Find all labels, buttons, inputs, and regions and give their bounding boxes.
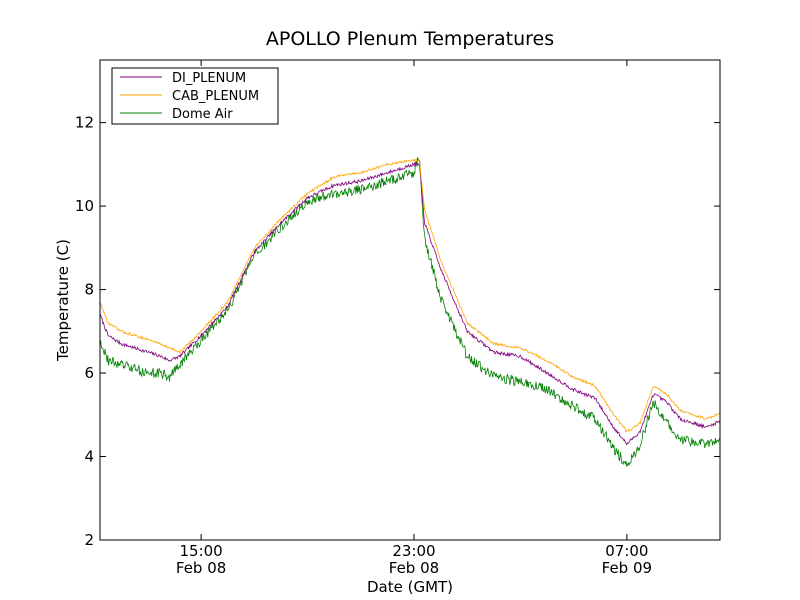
series-line-dome-air: [100, 157, 720, 467]
legend: DI_PLENUM CAB_PLENUM Dome Air: [111, 67, 279, 125]
series-line-cab-plenum: [100, 158, 720, 433]
series-layer: [100, 157, 720, 467]
plot-frame: [99, 59, 721, 541]
legend-label-cab-plenum: CAB_PLENUM: [172, 89, 259, 104]
x-tick-time-label: 23:00: [392, 542, 435, 560]
x-tick-date-label: Feb 08: [176, 559, 226, 577]
legend-label-dome-air: Dome Air: [172, 107, 233, 122]
y-tick-label: 12: [75, 114, 94, 132]
chart-title: APOLLO Plenum Temperatures: [266, 28, 554, 50]
y-tick-label: 4: [84, 448, 94, 466]
y-tick-label: 6: [84, 364, 94, 382]
x-tick-date-label: Feb 08: [389, 559, 439, 577]
y-tick-label: 10: [75, 197, 94, 215]
x-tick-time-label: 07:00: [605, 542, 648, 560]
x-tick-date-label: Feb 09: [602, 559, 652, 577]
legend-label-di-plenum: DI_PLENUM: [172, 71, 246, 86]
y-axis-label: Temperature (C): [54, 239, 72, 362]
y-tick-label: 2: [84, 531, 94, 549]
x-axis-label: Date (GMT): [367, 578, 453, 596]
series-line-di-plenum: [100, 161, 720, 446]
y-tick-label: 8: [84, 281, 94, 299]
x-tick-time-label: 15:00: [179, 542, 222, 560]
